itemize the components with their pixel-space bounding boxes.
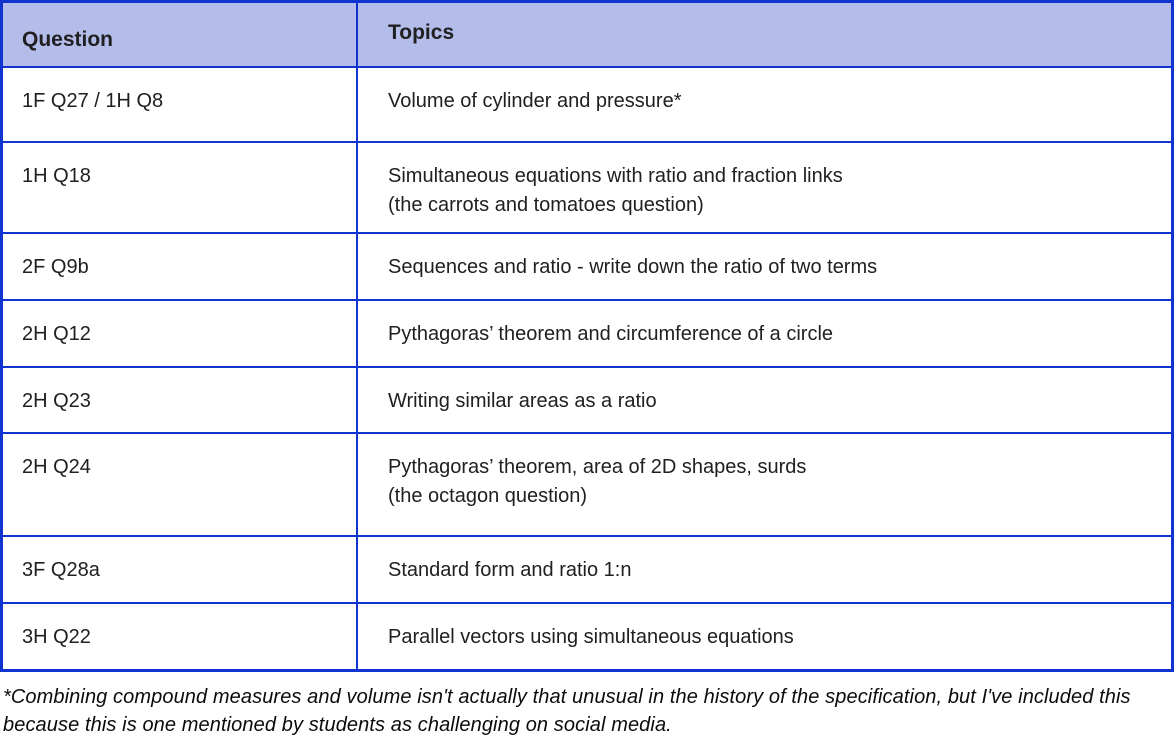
topic-line: (the carrots and tomatoes question) <box>388 194 704 216</box>
topics-cell: Parallel vectors using simultaneous equa… <box>358 604 1171 669</box>
topic-line: Simultaneous equations with ratio and fr… <box>388 165 843 187</box>
topic-line: Parallel vectors using simultaneous equa… <box>388 626 794 648</box>
topic-line: Standard form and ratio 1:n <box>388 559 632 581</box>
question-cell: 1F Q27 / 1H Q8 <box>3 68 358 141</box>
topic-line: Writing similar areas as a ratio <box>388 390 657 412</box>
table-row: 2H Q24 Pythagoras’ theorem, area of 2D s… <box>3 434 1171 537</box>
topic-line: (the octagon question) <box>388 485 588 507</box>
question-cell: 2H Q12 <box>3 301 358 366</box>
topic-line: Pythagoras’ theorem and circumference of… <box>388 323 834 345</box>
questions-topics-table: Question Topics 1F Q27 / 1H Q8 Volume of… <box>0 0 1174 672</box>
question-cell: 2H Q24 <box>3 434 358 535</box>
table-header-row: Question Topics <box>3 3 1171 68</box>
question-cell: 3F Q28a <box>3 537 358 602</box>
topic-line: Sequences and ratio - write down the rat… <box>388 256 878 278</box>
topics-cell: Sequences and ratio - write down the rat… <box>358 234 1171 299</box>
question-cell: 1H Q18 <box>3 143 358 232</box>
table-row: 3F Q28a Standard form and ratio 1:n <box>3 537 1171 604</box>
topic-line: Pythagoras’ theorem, area of 2D shapes, … <box>388 456 807 478</box>
topics-cell: Standard form and ratio 1:n <box>358 537 1171 602</box>
table-row: 1H Q18 Simultaneous equations with ratio… <box>3 143 1171 234</box>
topics-cell: Pythagoras’ theorem and circumference of… <box>358 301 1171 366</box>
table-row: 1F Q27 / 1H Q8 Volume of cylinder and pr… <box>3 68 1171 143</box>
question-cell: 3H Q22 <box>3 604 358 669</box>
topic-line: Volume of cylinder and pressure* <box>388 90 682 112</box>
question-cell: 2F Q9b <box>3 234 358 299</box>
topics-cell: Simultaneous equations with ratio and fr… <box>358 143 1171 232</box>
table-row: 2H Q23 Writing similar areas as a ratio <box>3 368 1171 434</box>
topics-cell: Volume of cylinder and pressure* <box>358 68 1171 141</box>
table-row: 2H Q12 Pythagoras’ theorem and circumfer… <box>3 301 1171 368</box>
header-question: Question <box>3 3 358 66</box>
footnote-text: *Combining compound measures and volume … <box>3 686 1131 736</box>
topics-cell: Writing similar areas as a ratio <box>358 368 1171 432</box>
topics-cell: Pythagoras’ theorem, area of 2D shapes, … <box>358 434 1171 535</box>
header-topics: Topics <box>388 21 455 44</box>
table-row: 3H Q22 Parallel vectors using simultaneo… <box>3 604 1171 669</box>
question-cell: 2H Q23 <box>3 368 358 432</box>
table-row: 2F Q9b Sequences and ratio - write down … <box>3 234 1171 301</box>
